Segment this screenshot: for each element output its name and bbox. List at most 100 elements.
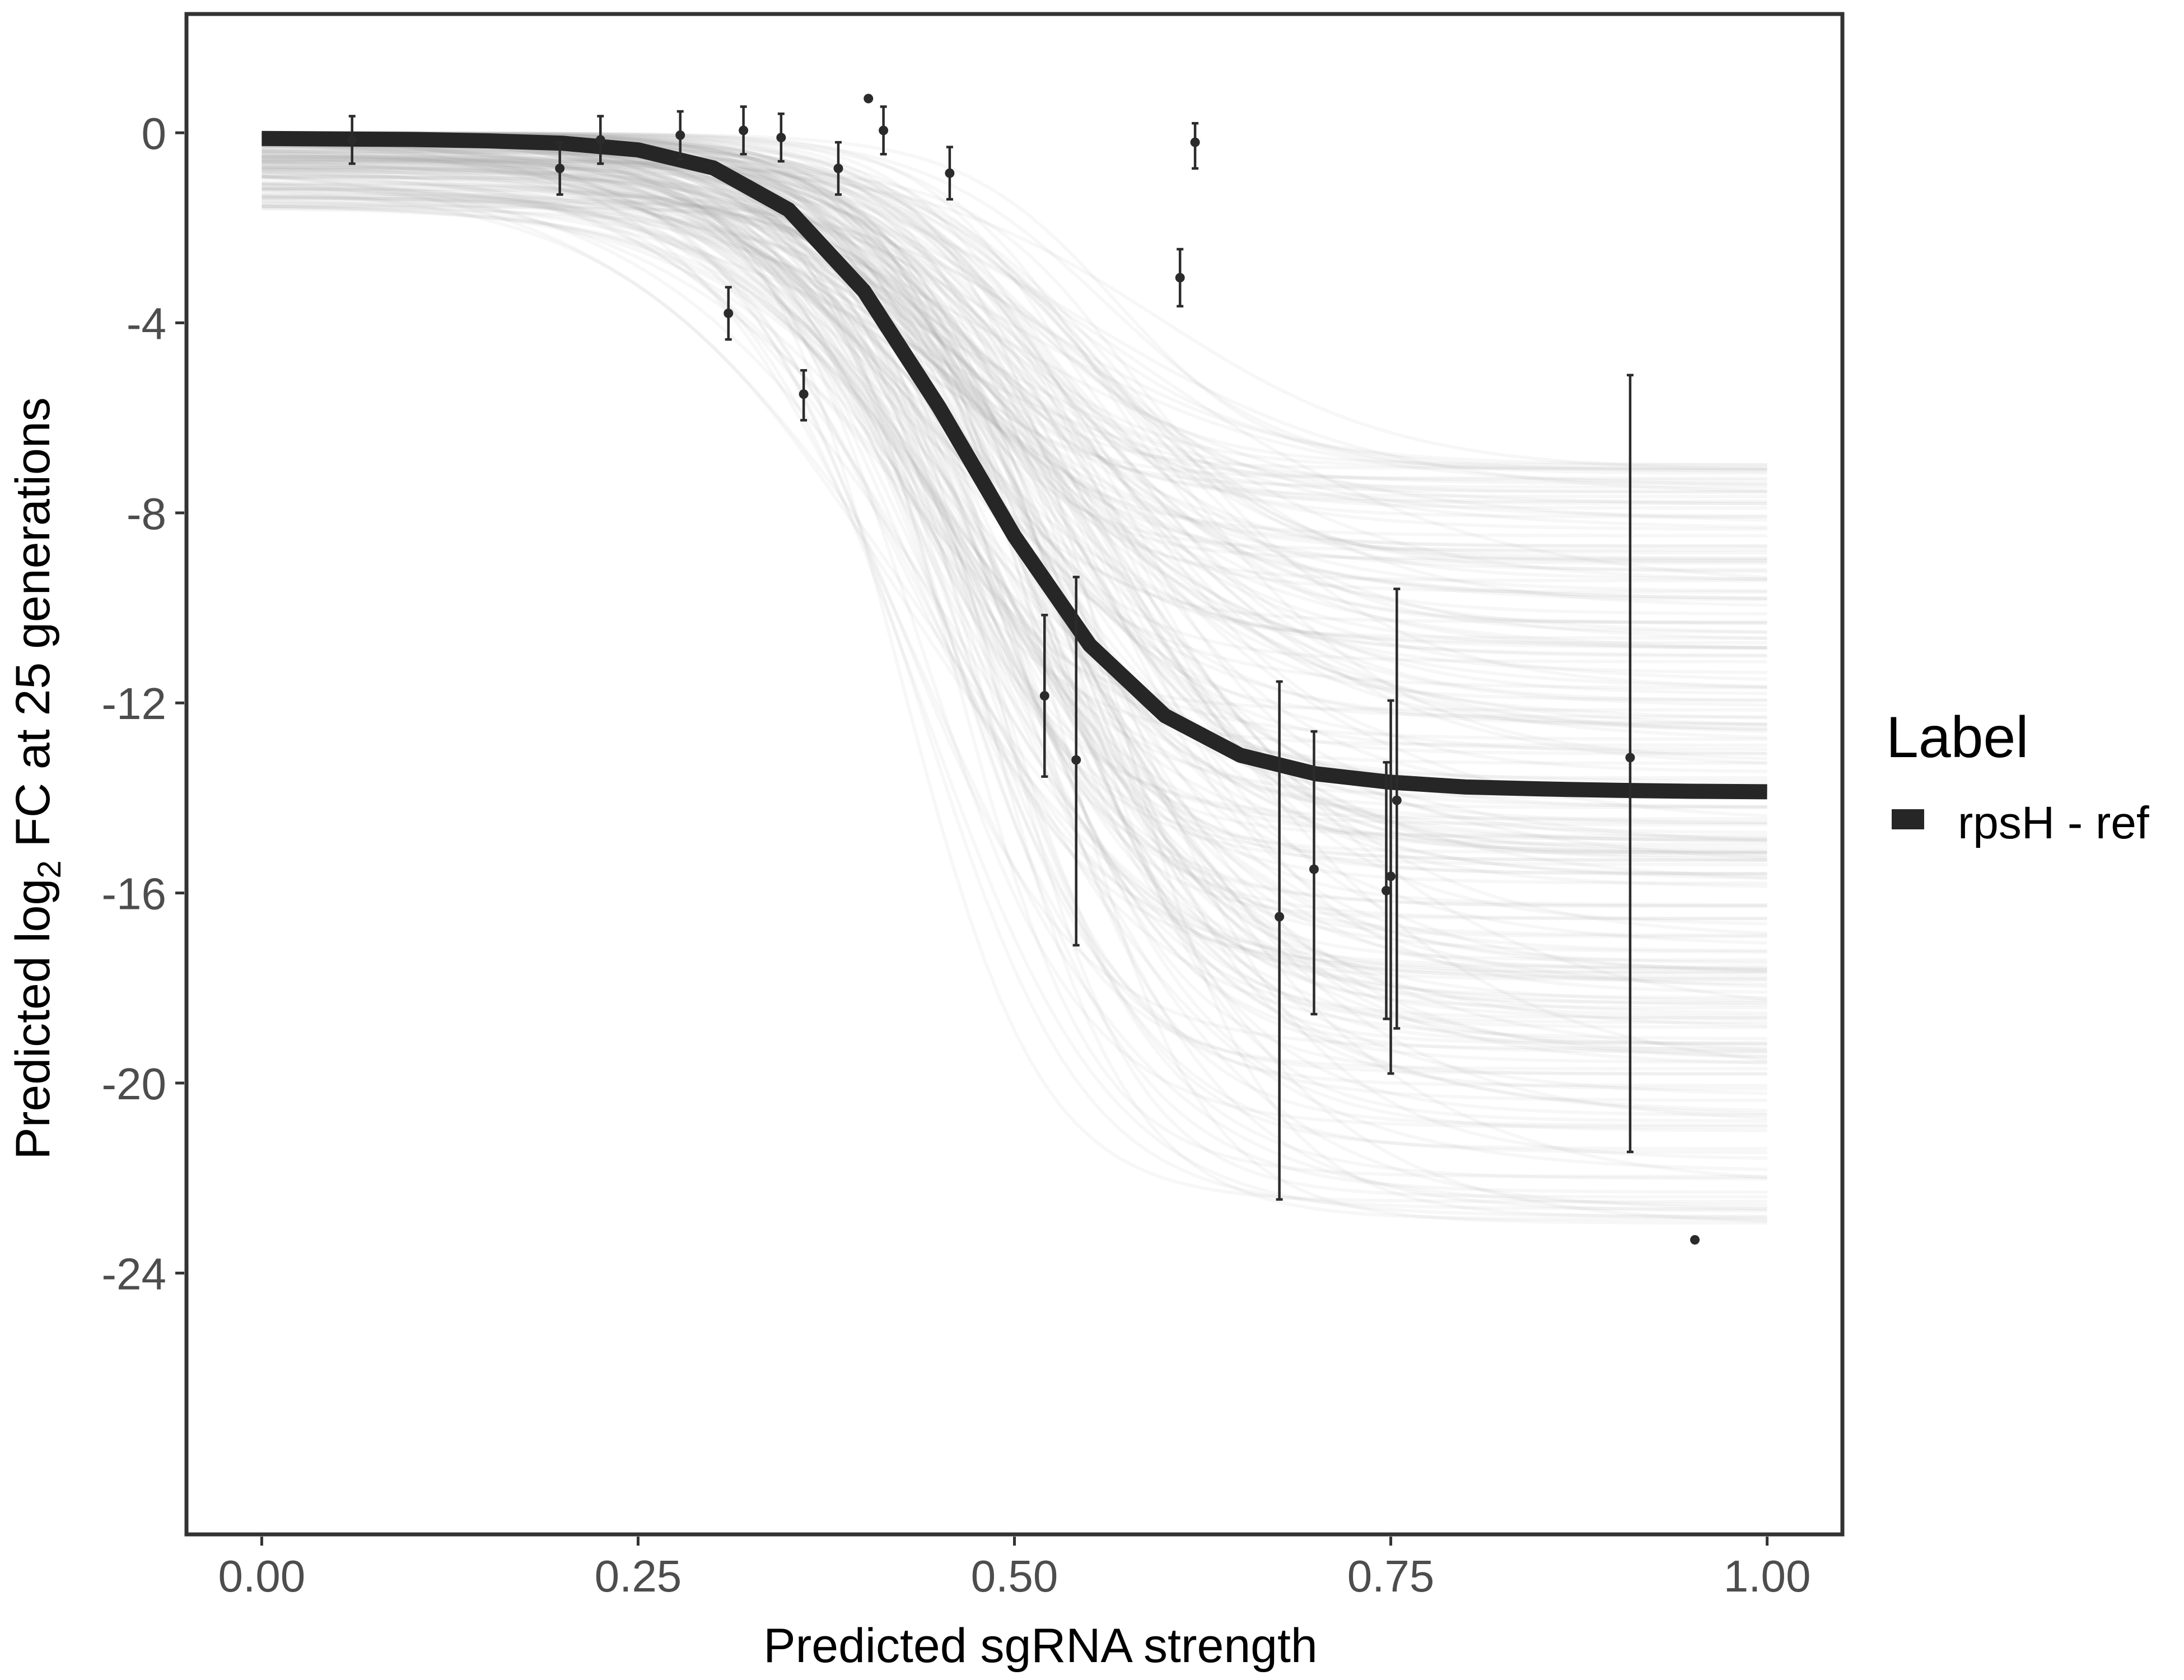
data-point [879, 125, 889, 136]
posterior-sample-curve [262, 206, 1767, 593]
posterior-sample-curves [262, 131, 1767, 1225]
posterior-sample-curve [262, 143, 1767, 726]
posterior-sample-curve [262, 156, 1767, 522]
posterior-sample-curve [262, 199, 1767, 493]
data-point [1386, 871, 1396, 881]
posterior-sample-curve [262, 139, 1767, 860]
posterior-sample-curve [262, 160, 1767, 486]
posterior-sample-curve [262, 197, 1767, 854]
posterior-sample-curve [262, 150, 1767, 703]
posterior-sample-curve [262, 175, 1767, 600]
posterior-sample-curve [262, 172, 1767, 861]
data-point [799, 389, 809, 399]
posterior-sample-curve [262, 168, 1767, 854]
y-tick-label: -16 [101, 869, 166, 919]
posterior-sample-curve [262, 186, 1767, 734]
posterior-sample-curve [262, 179, 1767, 765]
legend: Label rpsH - ref [1886, 705, 2149, 848]
posterior-sample-curve [262, 137, 1767, 1028]
posterior-sample-curve [262, 143, 1767, 720]
posterior-sample-curve [262, 207, 1767, 1015]
posterior-sample-curve [262, 143, 1767, 981]
posterior-sample-curve [262, 160, 1767, 600]
posterior-sample-curve [262, 143, 1767, 560]
data-point [864, 94, 874, 104]
posterior-sample-curve [262, 193, 1767, 1046]
posterior-sample-curve [262, 162, 1767, 1003]
posterior-sample-curve [262, 142, 1767, 1001]
posterior-sample-curve [262, 195, 1767, 707]
y-tick-label: -8 [127, 489, 166, 539]
posterior-sample-curve [262, 175, 1767, 982]
posterior-sample-curve [262, 170, 1767, 712]
y-axis-title-pre: Predicted log [6, 879, 60, 1160]
panel-border [184, 12, 1845, 1537]
posterior-sample-curve [262, 161, 1767, 755]
posterior-sample-curve [262, 164, 1767, 1221]
posterior-sample-curve [262, 186, 1767, 548]
posterior-sample-curve [262, 132, 1767, 472]
posterior-sample-curve [262, 153, 1767, 624]
posterior-sample-curve [262, 168, 1767, 1018]
legend-title: Label [1886, 705, 2028, 770]
y-axis-ticks: 0 -4 -8 -12 -16 -20 -24 [101, 109, 184, 1299]
posterior-sample-curve [262, 203, 1767, 1045]
posterior-sample-curve [262, 204, 1767, 825]
posterior-sample-curve [262, 205, 1767, 702]
x-axis-title: Predicted sgRNA strength [763, 1619, 1318, 1673]
posterior-sample-curve [262, 143, 1767, 473]
posterior-sample-curve [262, 154, 1767, 1213]
observations [347, 94, 1700, 1245]
posterior-sample-curve [262, 131, 1767, 475]
posterior-sample-curve [262, 194, 1767, 506]
posterior-sample-curve [262, 149, 1767, 1113]
data-point [776, 133, 786, 143]
posterior-sample-curve [262, 165, 1767, 866]
posterior-sample-curve [262, 155, 1767, 821]
posterior-sample-curve [262, 166, 1767, 563]
posterior-sample-curve [262, 157, 1767, 974]
fitted-curve-group [262, 130, 1767, 800]
legend-swatch [1892, 809, 1924, 829]
posterior-sample-curve [262, 197, 1767, 650]
data-point [945, 168, 955, 178]
x-tick-label: 1.00 [1724, 1551, 1811, 1601]
posterior-sample-curve [262, 199, 1767, 972]
x-tick-label: 0.75 [1347, 1551, 1435, 1601]
data-point [347, 135, 357, 145]
posterior-sample-curve [262, 150, 1767, 581]
data-point [1275, 912, 1285, 922]
posterior-sample-curve [262, 150, 1767, 634]
posterior-sample-curve [262, 138, 1767, 1040]
posterior-sample-curve [262, 166, 1767, 876]
posterior-sample-curve [262, 188, 1767, 529]
posterior-sample-curve [262, 131, 1767, 503]
posterior-sample-curve [262, 158, 1767, 565]
posterior-sample-curve [262, 132, 1767, 548]
posterior-sample-curve [262, 155, 1767, 907]
posterior-sample-curve [262, 147, 1767, 969]
posterior-sample-curve [262, 189, 1767, 1007]
posterior-sample-curve [262, 131, 1767, 467]
posterior-sample-curve [262, 153, 1767, 1062]
posterior-sample-curve [262, 183, 1767, 650]
legend-label: rpsH - ref [1958, 797, 2149, 848]
posterior-sample-curve [262, 174, 1767, 1194]
data-point [675, 130, 685, 140]
data-point [1392, 795, 1402, 805]
posterior-sample-curve [262, 155, 1767, 616]
posterior-sample-curve [262, 170, 1767, 783]
posterior-sample-curve [262, 167, 1767, 1132]
posterior-sample-curve [262, 146, 1767, 926]
x-axis-ticks: 0.00 0.25 0.50 0.75 1.00 [218, 1537, 1811, 1601]
posterior-sample-curve [262, 195, 1767, 719]
posterior-sample-curve [262, 181, 1767, 880]
posterior-sample-curve [262, 183, 1767, 988]
posterior-sample-curve [262, 162, 1767, 472]
data-point [739, 125, 749, 136]
posterior-sample-curve [262, 131, 1767, 1219]
data-point [1309, 864, 1319, 874]
posterior-sample-curve [262, 143, 1767, 880]
posterior-sample-curve [262, 176, 1767, 470]
